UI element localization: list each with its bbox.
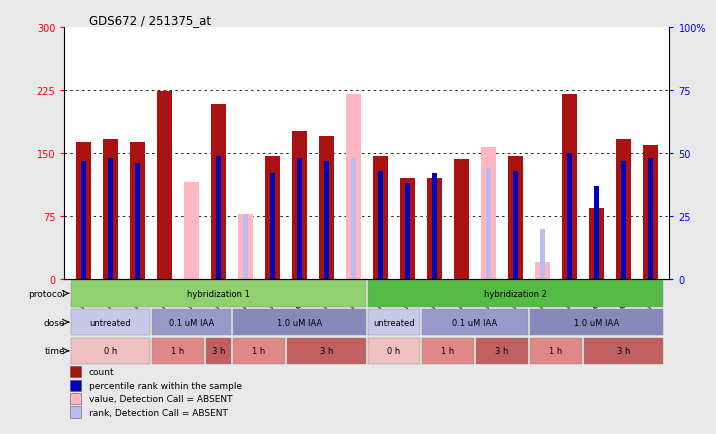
Text: 3 h: 3 h [495,346,508,355]
FancyBboxPatch shape [368,309,420,335]
Text: percentile rank within the sample: percentile rank within the sample [89,381,242,390]
Text: 3 h: 3 h [320,346,333,355]
Bar [130,143,145,279]
Bar [400,179,415,279]
Bar [216,156,221,279]
Bar [135,164,140,279]
Bar [486,169,491,279]
Text: 1 h: 1 h [171,346,185,355]
FancyBboxPatch shape [71,309,150,335]
FancyBboxPatch shape [531,309,663,335]
Bar [70,366,82,378]
Bar [108,159,113,279]
Text: GDS672 / 251375_at: GDS672 / 251375_at [89,14,211,27]
Bar [643,145,658,279]
Bar [540,229,545,279]
Bar [265,157,280,279]
Bar [351,159,356,279]
FancyBboxPatch shape [368,338,420,364]
FancyBboxPatch shape [153,338,203,364]
Text: 1 h: 1 h [441,346,455,355]
Text: 0 h: 0 h [104,346,117,355]
FancyBboxPatch shape [233,338,284,364]
Bar [292,132,307,279]
Bar [297,159,302,279]
Text: count: count [89,368,115,377]
Bar [243,214,248,279]
Bar [562,95,577,279]
Bar [378,171,383,279]
Bar [270,174,275,279]
Bar [238,214,253,279]
Bar [454,160,469,279]
Bar [103,139,118,279]
Bar [648,159,653,279]
Bar [76,143,91,279]
Text: 3 h: 3 h [212,346,225,355]
Bar [346,95,361,279]
Text: untreated: untreated [373,318,415,327]
Text: time: time [44,346,65,355]
Bar [589,208,604,279]
Bar [373,156,388,279]
Text: protocol: protocol [28,289,65,298]
Bar [567,154,572,279]
Bar [70,380,82,391]
FancyBboxPatch shape [584,338,663,364]
Bar [594,186,599,279]
FancyBboxPatch shape [153,309,231,335]
Bar [405,184,410,279]
Bar [70,407,82,418]
FancyBboxPatch shape [233,309,366,335]
Bar [513,171,518,279]
FancyBboxPatch shape [206,338,231,364]
FancyBboxPatch shape [71,280,366,307]
FancyBboxPatch shape [531,338,581,364]
Text: value, Detection Call = ABSENT: value, Detection Call = ABSENT [89,394,232,403]
Text: 1 h: 1 h [549,346,563,355]
Text: 0 h: 0 h [387,346,400,355]
Text: untreated: untreated [90,318,131,327]
Bar [324,161,329,279]
Text: dose: dose [44,318,65,327]
Text: 0.1 uM IAA: 0.1 uM IAA [169,318,214,327]
FancyBboxPatch shape [422,338,474,364]
Bar [535,263,550,279]
FancyBboxPatch shape [422,309,528,335]
Text: 1.0 uM IAA: 1.0 uM IAA [277,318,322,327]
Bar [427,179,442,279]
Bar [211,105,226,279]
Text: rank, Detection Call = ABSENT: rank, Detection Call = ABSENT [89,408,228,417]
Text: hybridization 2: hybridization 2 [484,289,547,298]
Bar [621,161,626,279]
Text: 3 h: 3 h [617,346,630,355]
FancyBboxPatch shape [368,280,663,307]
Bar [184,183,199,279]
FancyBboxPatch shape [476,338,528,364]
FancyBboxPatch shape [71,338,150,364]
Bar [81,161,86,279]
Text: 0.1 uM IAA: 0.1 uM IAA [453,318,498,327]
Text: hybridization 1: hybridization 1 [187,289,250,298]
Text: 1.0 uM IAA: 1.0 uM IAA [574,318,619,327]
Bar [70,393,82,404]
Bar [432,174,437,279]
Text: 1 h: 1 h [252,346,266,355]
FancyBboxPatch shape [287,338,366,364]
Bar [319,137,334,279]
Bar [616,139,631,279]
Bar [481,148,496,279]
Bar [157,92,172,279]
Bar [508,157,523,279]
